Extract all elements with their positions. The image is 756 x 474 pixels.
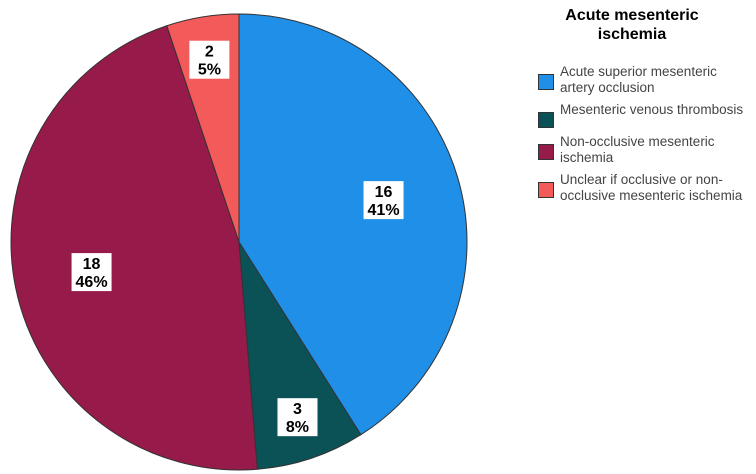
data-label-count: 18	[83, 256, 101, 273]
data-label-box	[71, 253, 112, 292]
pie-slices	[10, 13, 468, 471]
pie-slice	[238, 241, 362, 470]
data-label-box	[189, 40, 230, 79]
legend-swatch	[538, 144, 554, 160]
data-label-count: 2	[205, 44, 214, 61]
data-label-box	[277, 398, 318, 437]
data-label-percent: 5%	[198, 62, 221, 79]
data-label-count: 3	[293, 401, 302, 418]
legend-label: Non-occlusive mesenteric ischemia	[560, 134, 715, 165]
pie-slice	[10, 25, 258, 471]
data-label-box	[363, 181, 404, 220]
legend: Acute mesenteric ischemia Acute superior…	[532, 6, 752, 210]
legend-swatch	[538, 112, 554, 128]
data-label-count: 16	[375, 184, 393, 201]
data-label-percent: 46%	[76, 274, 108, 291]
legend-item: Unclear if occlusive or non-occlusive me…	[532, 172, 752, 204]
legend-item: Mesenteric venous thrombosis	[532, 102, 752, 128]
legend-label: Unclear if occlusive or non-occlusive me…	[560, 172, 743, 203]
legend-item: Non-occlusive mesenteric ischemia	[532, 134, 752, 166]
pie-slice	[238, 13, 468, 436]
legend-items: Acute superior mesenteric artery occlusi…	[532, 64, 752, 204]
data-label-percent: 41%	[368, 202, 400, 219]
legend-label: Acute superior mesenteric artery occlusi…	[560, 64, 717, 95]
legend-title: Acute mesenteric ischemia	[565, 7, 699, 43]
legend-swatch	[538, 182, 554, 198]
legend-label: Mesenteric venous thrombosis	[560, 102, 744, 117]
legend-swatch	[538, 74, 554, 90]
legend-item: Acute superior mesenteric artery occlusi…	[532, 64, 752, 96]
data-label-percent: 8%	[286, 419, 309, 436]
